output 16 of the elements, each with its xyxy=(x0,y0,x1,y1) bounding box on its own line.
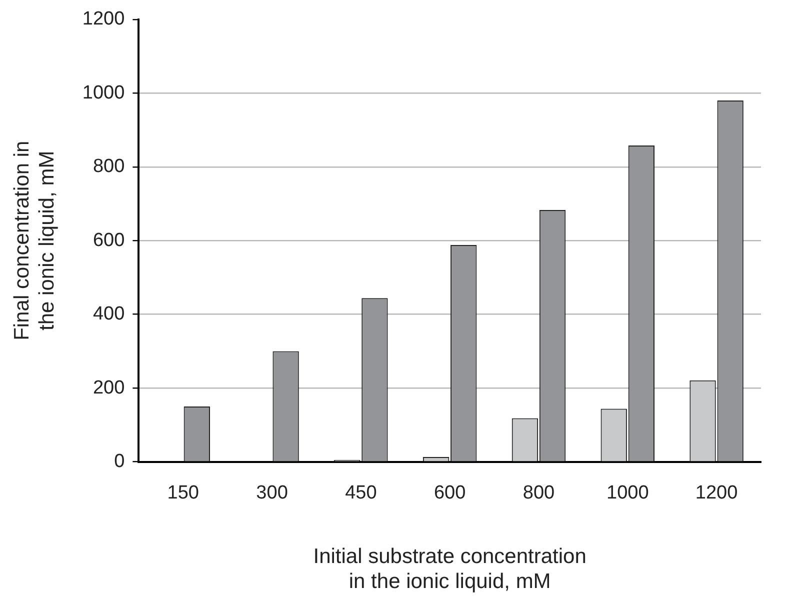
x-tick-label: 150 xyxy=(167,482,199,504)
x-tick-label: 300 xyxy=(256,482,288,504)
y-tick-label: 1200 xyxy=(82,8,125,30)
y-tick-label: 800 xyxy=(92,156,125,178)
y-tick-label: 0 xyxy=(114,451,125,472)
y-tick-label: 200 xyxy=(92,377,125,398)
x-tick-label: 450 xyxy=(345,482,377,504)
x-axis-title: Initial substrate concentration in the ionic liquid, mM xyxy=(313,544,586,594)
x-tick-label: 1000 xyxy=(606,482,649,504)
y-tick-label: 600 xyxy=(92,230,125,251)
x-tick-label: 600 xyxy=(434,482,466,504)
x-tick-label: 800 xyxy=(522,482,555,504)
y-axis-title: Final concentration in the ionic liquid, mM xyxy=(10,140,59,340)
y-tick-label: 1000 xyxy=(82,82,125,104)
y-tick-label: 400 xyxy=(92,304,125,325)
x-tick-label: 1200 xyxy=(695,482,738,504)
